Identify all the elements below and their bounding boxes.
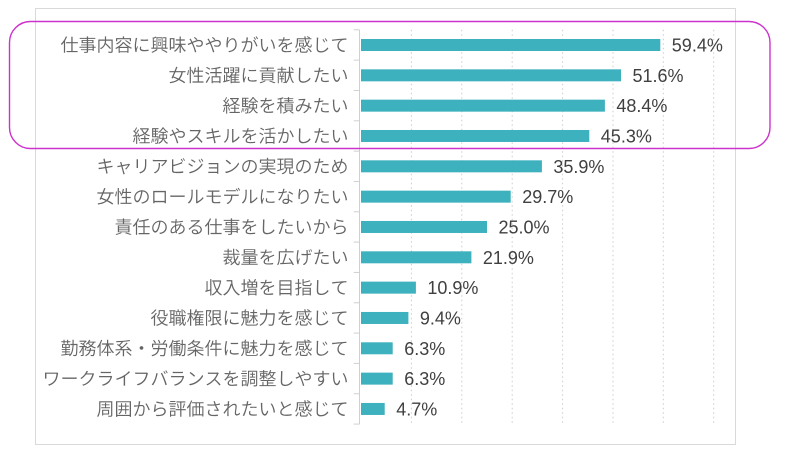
svg-text:9.4%: 9.4% [420, 308, 461, 328]
svg-text:35.9%: 35.9% [553, 157, 604, 177]
svg-text:21.9%: 21.9% [483, 248, 534, 268]
svg-text:59.4%: 59.4% [672, 36, 723, 56]
svg-text:10.9%: 10.9% [427, 278, 478, 298]
svg-text:6.3%: 6.3% [404, 369, 445, 389]
svg-text:29.7%: 29.7% [522, 187, 573, 207]
svg-text:6.3%: 6.3% [404, 339, 445, 359]
svg-text:48.4%: 48.4% [616, 96, 667, 116]
svg-text:45.3%: 45.3% [601, 126, 652, 146]
svg-text:51.6%: 51.6% [633, 66, 684, 86]
svg-text:4.7%: 4.7% [396, 399, 437, 419]
svg-text:25.0%: 25.0% [499, 217, 550, 237]
